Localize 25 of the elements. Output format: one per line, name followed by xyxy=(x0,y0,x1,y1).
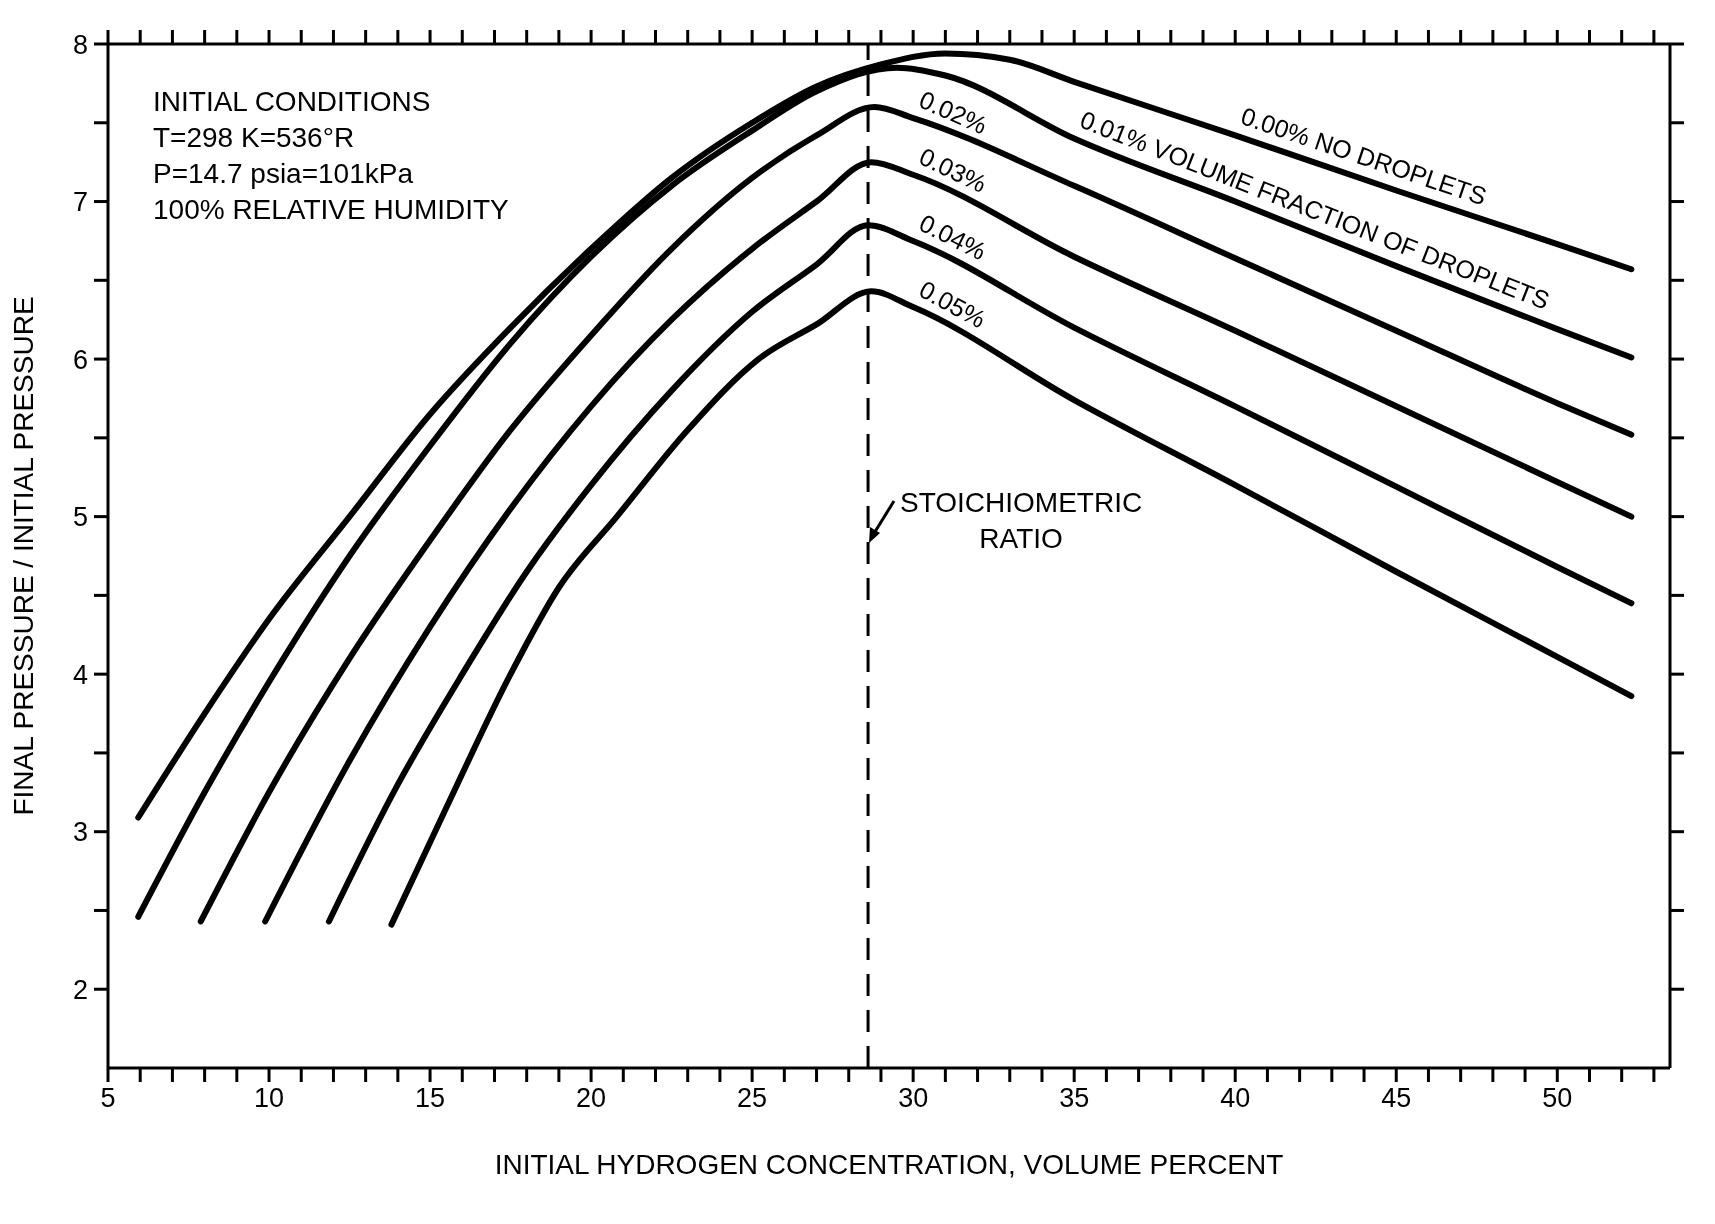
ref-line-label: STOICHIOMETRIC RATIO xyxy=(899,486,1144,557)
x-tick-label: 50 xyxy=(1542,1083,1573,1114)
x-tick-label: 15 xyxy=(415,1083,446,1114)
annotation: INITIAL CONDITIONS xyxy=(153,85,432,119)
x-tick-label: 5 xyxy=(100,1083,116,1114)
annotation: 100% RELATIVE HUMIDITY xyxy=(153,193,509,227)
y-tick-label: 8 xyxy=(72,29,88,60)
y-tick-label: 5 xyxy=(72,502,88,533)
annotation: T=298 K=536°R xyxy=(153,121,356,155)
x-axis-title: INITIAL HYDROGEN CONCENTRATION, VOLUME PERCENT xyxy=(494,1149,1284,1180)
x-tick-label: 40 xyxy=(1220,1083,1251,1114)
x-tick-label: 30 xyxy=(898,1083,929,1114)
x-tick-label: 45 xyxy=(1381,1083,1412,1114)
y-tick-label: 7 xyxy=(72,187,88,218)
x-tick-label: 25 xyxy=(737,1083,768,1114)
y-tick-label: 6 xyxy=(72,344,88,375)
x-tick-label: 20 xyxy=(576,1083,607,1114)
x-tick-label: 10 xyxy=(254,1083,285,1114)
y-axis-title: FINAL PRESSURE / INITIAL PRESSURE xyxy=(7,296,39,816)
text: 0.02% xyxy=(915,85,992,140)
annotation: P=14.7 psia=101kPa xyxy=(153,157,414,191)
y-tick-label: 2 xyxy=(72,974,88,1005)
y-tick-label: 4 xyxy=(72,659,88,690)
y-tick-label: 3 xyxy=(72,817,88,848)
x-tick-label: 35 xyxy=(1059,1083,1090,1114)
